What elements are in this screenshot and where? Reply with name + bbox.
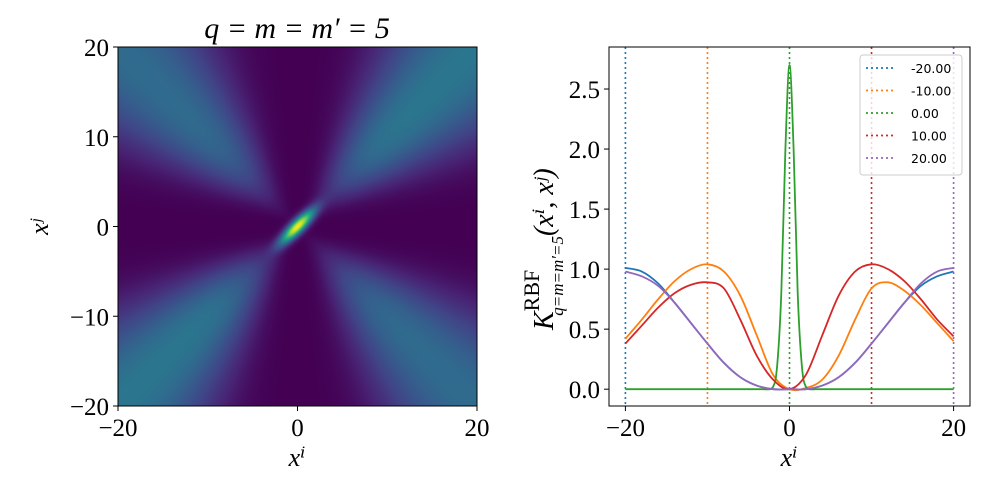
- line-xtick-label: 0: [783, 415, 796, 442]
- legend-label: 0.00: [911, 106, 939, 121]
- heatmap-ytick-label: −10: [70, 304, 109, 331]
- heatmap-xlabel: xⁱ: [288, 443, 306, 472]
- series-line: [625, 267, 954, 391]
- line-ytick-label: 0.5: [569, 317, 600, 344]
- legend-label: 10.00: [911, 129, 947, 144]
- heatmap-ytick-label: 10: [84, 125, 109, 152]
- legend-label: 20.00: [911, 151, 947, 166]
- heatmap-ylabel: xʲ: [25, 218, 54, 236]
- line-ytick-label: 0.0: [569, 377, 600, 404]
- line-ylabel: KRBF q=m=m′=5(xⁱ, xʲ): [519, 168, 567, 331]
- heatmap-frame: [117, 46, 478, 407]
- heatmap-title: q = m = m′ = 5: [204, 12, 390, 45]
- line-ytick-label: 1.0: [569, 257, 600, 284]
- heatmap-xtick-label: 20: [465, 415, 490, 442]
- heatmap-ytick-label: 20: [84, 35, 109, 62]
- heatmap-xtick-label: −20: [98, 415, 137, 442]
- line-xtick-label: 20: [941, 415, 966, 442]
- line-ytick-label: 2.5: [569, 77, 600, 104]
- legend: -20.00 -10.00 0.00 10.00 20.00: [859, 54, 963, 176]
- heatmap-xtick-label: 0: [291, 415, 304, 442]
- line-xlabel: xⁱ: [780, 443, 798, 472]
- heatmap-axes: q = m = m′ = 5 xⁱ xʲ −20 0 20 20 10 0 −10 −20: [25, 12, 490, 472]
- line-xtick-label: −20: [606, 415, 645, 442]
- line-axes: −20 0 20 0.0 0.5 1.0 1.5 2.0 2.5 xⁱ KRBF q=m=m′=5…: [519, 46, 971, 472]
- heatmap-ytick-label: 0: [97, 215, 110, 242]
- line-ytick-label: 1.5: [569, 197, 600, 224]
- heatmap-image: [118, 47, 477, 406]
- line-ytick-label: 2.0: [569, 137, 600, 164]
- heatmap-ytick-label: −20: [70, 394, 109, 421]
- legend-label: -10.00: [911, 84, 951, 99]
- legend-box: [859, 54, 963, 176]
- legend-label: -20.00: [911, 61, 951, 76]
